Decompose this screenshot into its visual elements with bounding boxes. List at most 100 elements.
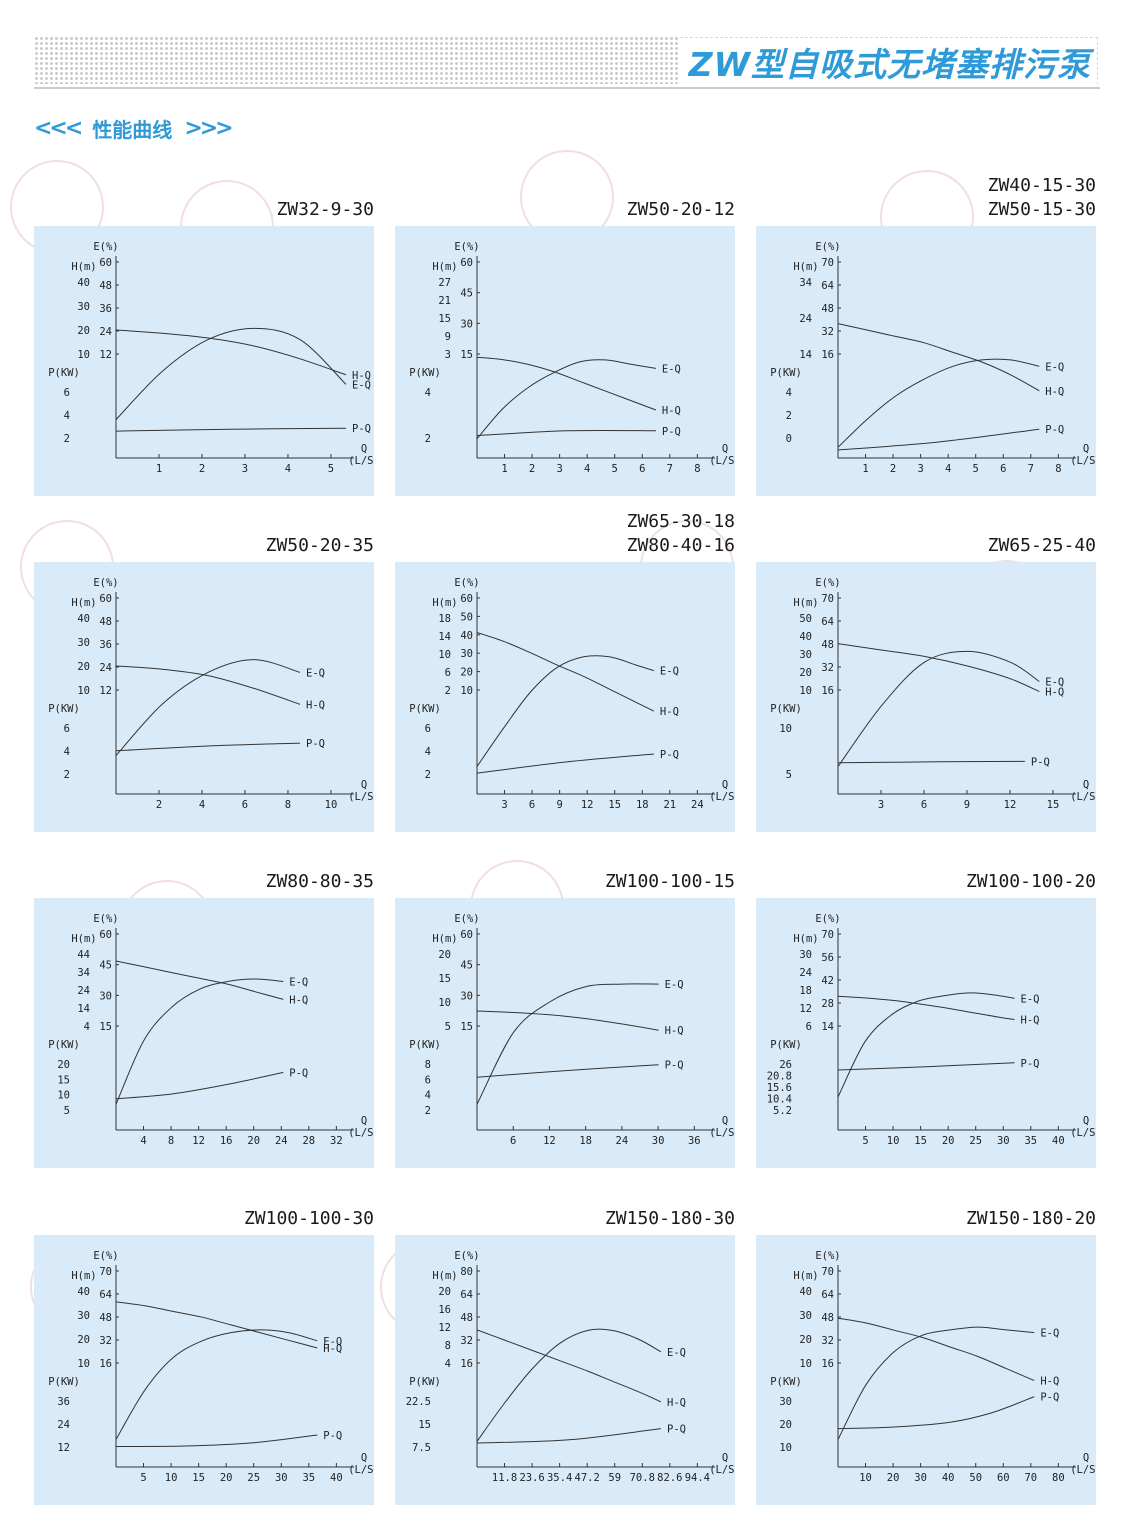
series-label: H-Q bbox=[1021, 1014, 1040, 1026]
plot-background bbox=[756, 898, 1096, 1168]
axis-label-P: P(KW) bbox=[409, 1039, 441, 1051]
x-tick-label: 12 bbox=[1004, 799, 1017, 811]
axis-label-E: E(%) bbox=[454, 577, 479, 589]
axis-tick-H: 30 bbox=[77, 637, 90, 649]
axis-tick-E: 20 bbox=[460, 667, 473, 679]
chart-plot: 48121620242832Q(L/S)E(%)60453015H(m)4434… bbox=[34, 898, 374, 1168]
axis-tick-P: 8 bbox=[425, 1059, 431, 1071]
axis-tick-P: 15.6 bbox=[767, 1082, 792, 1094]
chart-title: ZW150-180-30 bbox=[605, 1207, 735, 1231]
chart-title-line: ZW100-100-30 bbox=[243, 1208, 374, 1229]
series-label: E-Q bbox=[306, 667, 325, 679]
x-tick-label: 4 bbox=[285, 463, 291, 475]
axis-label-E: E(%) bbox=[93, 577, 118, 589]
axis-tick-E: 30 bbox=[99, 990, 112, 1002]
axis-label-P: P(KW) bbox=[770, 1376, 802, 1388]
axis-label-H: H(m) bbox=[793, 261, 818, 273]
axis-tick-H: 6 bbox=[806, 1021, 812, 1033]
axis-tick-E: 45 bbox=[99, 960, 112, 972]
axis-tick-E: 32 bbox=[821, 1335, 834, 1347]
plot-background bbox=[756, 562, 1096, 832]
chart-title-line: ZW50-15-30 bbox=[987, 199, 1096, 220]
axis-tick-E: 30 bbox=[460, 990, 473, 1002]
x-tick-label: 2 bbox=[890, 463, 896, 475]
x-axis-label: Q bbox=[722, 1452, 728, 1464]
x-axis-label: Q bbox=[722, 1115, 728, 1127]
series-line-p-q bbox=[837, 1062, 1015, 1071]
axis-tick-H: 30 bbox=[77, 301, 90, 313]
axis-label-H: H(m) bbox=[432, 933, 457, 945]
series-line-p-q bbox=[115, 742, 301, 752]
series-label: P-Q bbox=[306, 738, 325, 750]
x-tick-label: 12 bbox=[192, 1135, 205, 1147]
axis-tick-H: 3 bbox=[445, 349, 451, 361]
series-label: E-Q bbox=[662, 363, 681, 375]
axis-label-E: E(%) bbox=[454, 1250, 479, 1262]
series-line-e-q bbox=[476, 1328, 662, 1442]
axis-tick-E: 15 bbox=[460, 1021, 473, 1033]
chart-title: ZW150-180-20 bbox=[966, 1207, 1096, 1231]
axis-tick-E: 16 bbox=[460, 1358, 473, 1370]
x-tick-label: 25 bbox=[969, 1135, 982, 1147]
x-axis-label: Q bbox=[1083, 443, 1089, 455]
axis-label-H: H(m) bbox=[432, 597, 457, 609]
axis-tick-H: 8 bbox=[445, 1340, 451, 1352]
axis-tick-E: 70 bbox=[821, 593, 834, 605]
axis-tick-E: 48 bbox=[99, 616, 112, 628]
series-line-h-q bbox=[837, 643, 1040, 693]
series-line-e-q bbox=[115, 1329, 318, 1440]
axis-label-P: P(KW) bbox=[48, 703, 80, 715]
axis-tick-E: 48 bbox=[99, 1312, 112, 1324]
axis-tick-P: 15 bbox=[57, 1074, 70, 1086]
chart-c7: ZW80-80-3548121620242832Q(L/S)E(%)604530… bbox=[34, 870, 374, 1168]
series-label: P-Q bbox=[1021, 1058, 1040, 1070]
axis-label-E: E(%) bbox=[93, 1250, 118, 1262]
series-line-e-q bbox=[476, 983, 659, 1105]
axis-tick-E: 28 bbox=[821, 998, 834, 1010]
axis-tick-H: 15 bbox=[438, 973, 451, 985]
axis-tick-E: 60 bbox=[99, 929, 112, 941]
x-tick-label: 10 bbox=[165, 1472, 178, 1484]
axis-tick-H: 16 bbox=[438, 1304, 451, 1316]
axis-tick-H: 18 bbox=[799, 985, 812, 997]
x-tick-label: 18 bbox=[579, 1135, 592, 1147]
axis-tick-H: 30 bbox=[799, 949, 812, 961]
axis-tick-E: 30 bbox=[460, 318, 473, 330]
series-line-e-q bbox=[476, 655, 655, 767]
axis-tick-H: 24 bbox=[799, 313, 812, 325]
x-tick-label: 15 bbox=[1047, 799, 1060, 811]
x-tick-label: 3 bbox=[917, 463, 923, 475]
axis-tick-P: 12 bbox=[57, 1442, 70, 1454]
series-line-h-q bbox=[837, 323, 1040, 392]
series-line-h-q bbox=[476, 1329, 662, 1403]
axis-tick-H: 50 bbox=[799, 613, 812, 625]
x-tick-label: 8 bbox=[285, 799, 291, 811]
axis-tick-H: 5 bbox=[445, 1021, 451, 1033]
axis-tick-E: 36 bbox=[99, 639, 112, 651]
series-line-h-q bbox=[837, 995, 1015, 1020]
x-tick-label: 6 bbox=[921, 799, 927, 811]
x-tick-label: 5 bbox=[973, 463, 979, 475]
axis-tick-H: 9 bbox=[445, 331, 451, 343]
x-tick-label: 25 bbox=[247, 1472, 260, 1484]
series-line-e-q bbox=[115, 659, 301, 756]
x-tick-label: 2 bbox=[529, 463, 535, 475]
plot-background bbox=[395, 1235, 735, 1505]
x-tick-label: 5 bbox=[140, 1472, 146, 1484]
x-tick-label: 7 bbox=[1028, 463, 1034, 475]
x-tick-label: 3 bbox=[242, 463, 248, 475]
axis-tick-E: 12 bbox=[99, 685, 112, 697]
axis-tick-H: 40 bbox=[77, 277, 90, 289]
axis-tick-P: 10 bbox=[57, 1090, 70, 1102]
x-tick-label: 10 bbox=[887, 1135, 900, 1147]
axis-tick-E: 60 bbox=[460, 257, 473, 269]
axis-label-H: H(m) bbox=[793, 597, 818, 609]
axis-tick-E: 30 bbox=[460, 648, 473, 660]
x-tick-label: 6 bbox=[510, 1135, 516, 1147]
x-tick-label: 4 bbox=[140, 1135, 146, 1147]
axis-tick-P: 2 bbox=[64, 433, 70, 445]
axis-tick-E: 40 bbox=[460, 630, 473, 642]
axis-tick-E: 16 bbox=[821, 1358, 834, 1370]
axis-tick-H: 24 bbox=[77, 985, 90, 997]
axis-tick-H: 34 bbox=[77, 967, 90, 979]
